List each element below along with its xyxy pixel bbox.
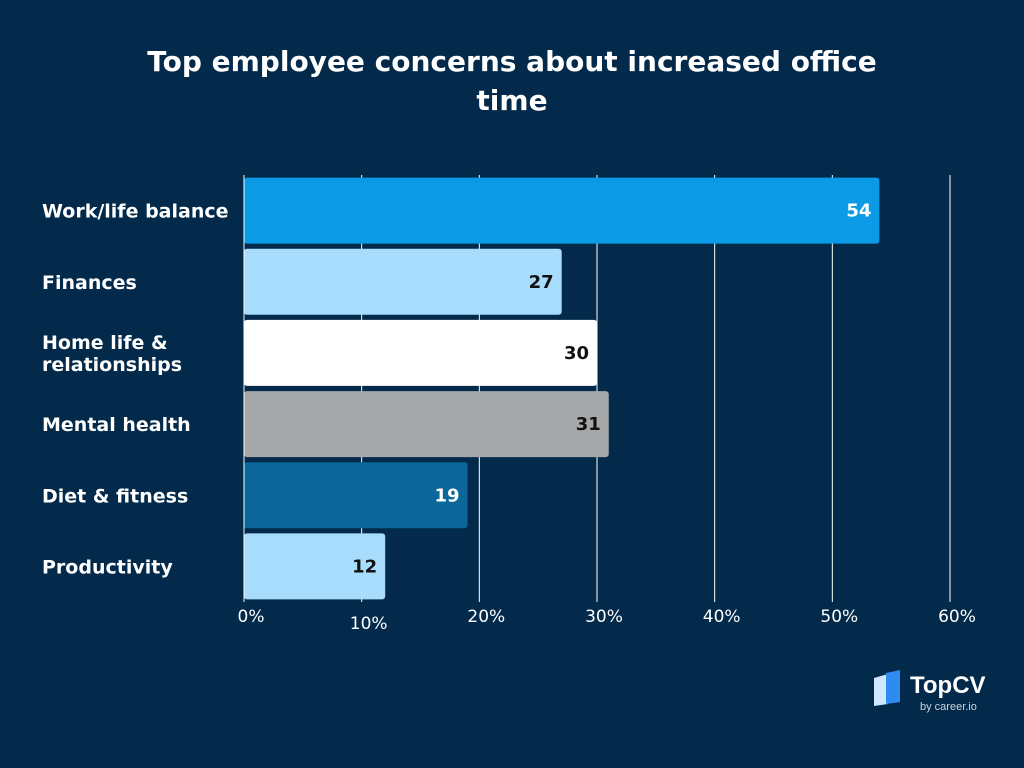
value-label-3: 31 (576, 414, 601, 435)
x-tick-label-3: 30% (585, 607, 623, 627)
bar-1 (244, 248, 562, 315)
bar-3 (244, 391, 609, 458)
x-tick-label-4: 40% (703, 607, 741, 627)
x-tick-label-1: 10% (350, 614, 388, 634)
x-tick-label-5: 50% (820, 607, 858, 627)
category-label-2-line-1: relationships (42, 354, 182, 376)
category-label-1: Finances (42, 272, 137, 294)
category-label-4: Diet & fitness (42, 485, 188, 507)
category-label-0-line-0: Work/life balance (42, 201, 229, 223)
brand-name: TopCV (910, 672, 986, 699)
category-label-0: Work/life balance (42, 201, 229, 223)
category-label-1-line-0: Finances (42, 272, 137, 294)
category-label-3-line-0: Mental health (42, 414, 191, 436)
category-label-4-line-0: Diet & fitness (42, 485, 188, 507)
category-label-3: Mental health (42, 414, 191, 436)
chart-title: Top employee concerns about increased of… (0, 42, 1024, 120)
x-tick-label-0: 0% (238, 607, 265, 627)
bar-2 (244, 319, 597, 386)
bar-4 (244, 462, 468, 529)
chart-title-line-2: time (476, 84, 548, 117)
brand-logo: TopCV by career.io (870, 670, 990, 720)
value-label-4: 19 (435, 485, 460, 506)
x-tick-label-6: 60% (938, 607, 976, 627)
brand-tagline: by career.io (920, 701, 977, 713)
bar-0 (244, 177, 880, 244)
category-label-2: Home life & relationships (42, 332, 182, 376)
value-label-0: 54 (846, 201, 871, 222)
category-label-5-line-0: Productivity (42, 556, 173, 578)
chart-title-line-1: Top employee concerns about increased of… (147, 45, 877, 78)
value-label-5: 12 (352, 556, 377, 577)
category-label-2-line-0: Home life & (42, 332, 168, 354)
value-label-2: 30 (564, 343, 589, 364)
topcv-logo-icon (874, 670, 900, 706)
category-label-5: Productivity (42, 556, 173, 578)
x-tick-label-2: 20% (467, 607, 505, 627)
value-label-1: 27 (529, 272, 554, 293)
bar-5 (244, 533, 386, 600)
